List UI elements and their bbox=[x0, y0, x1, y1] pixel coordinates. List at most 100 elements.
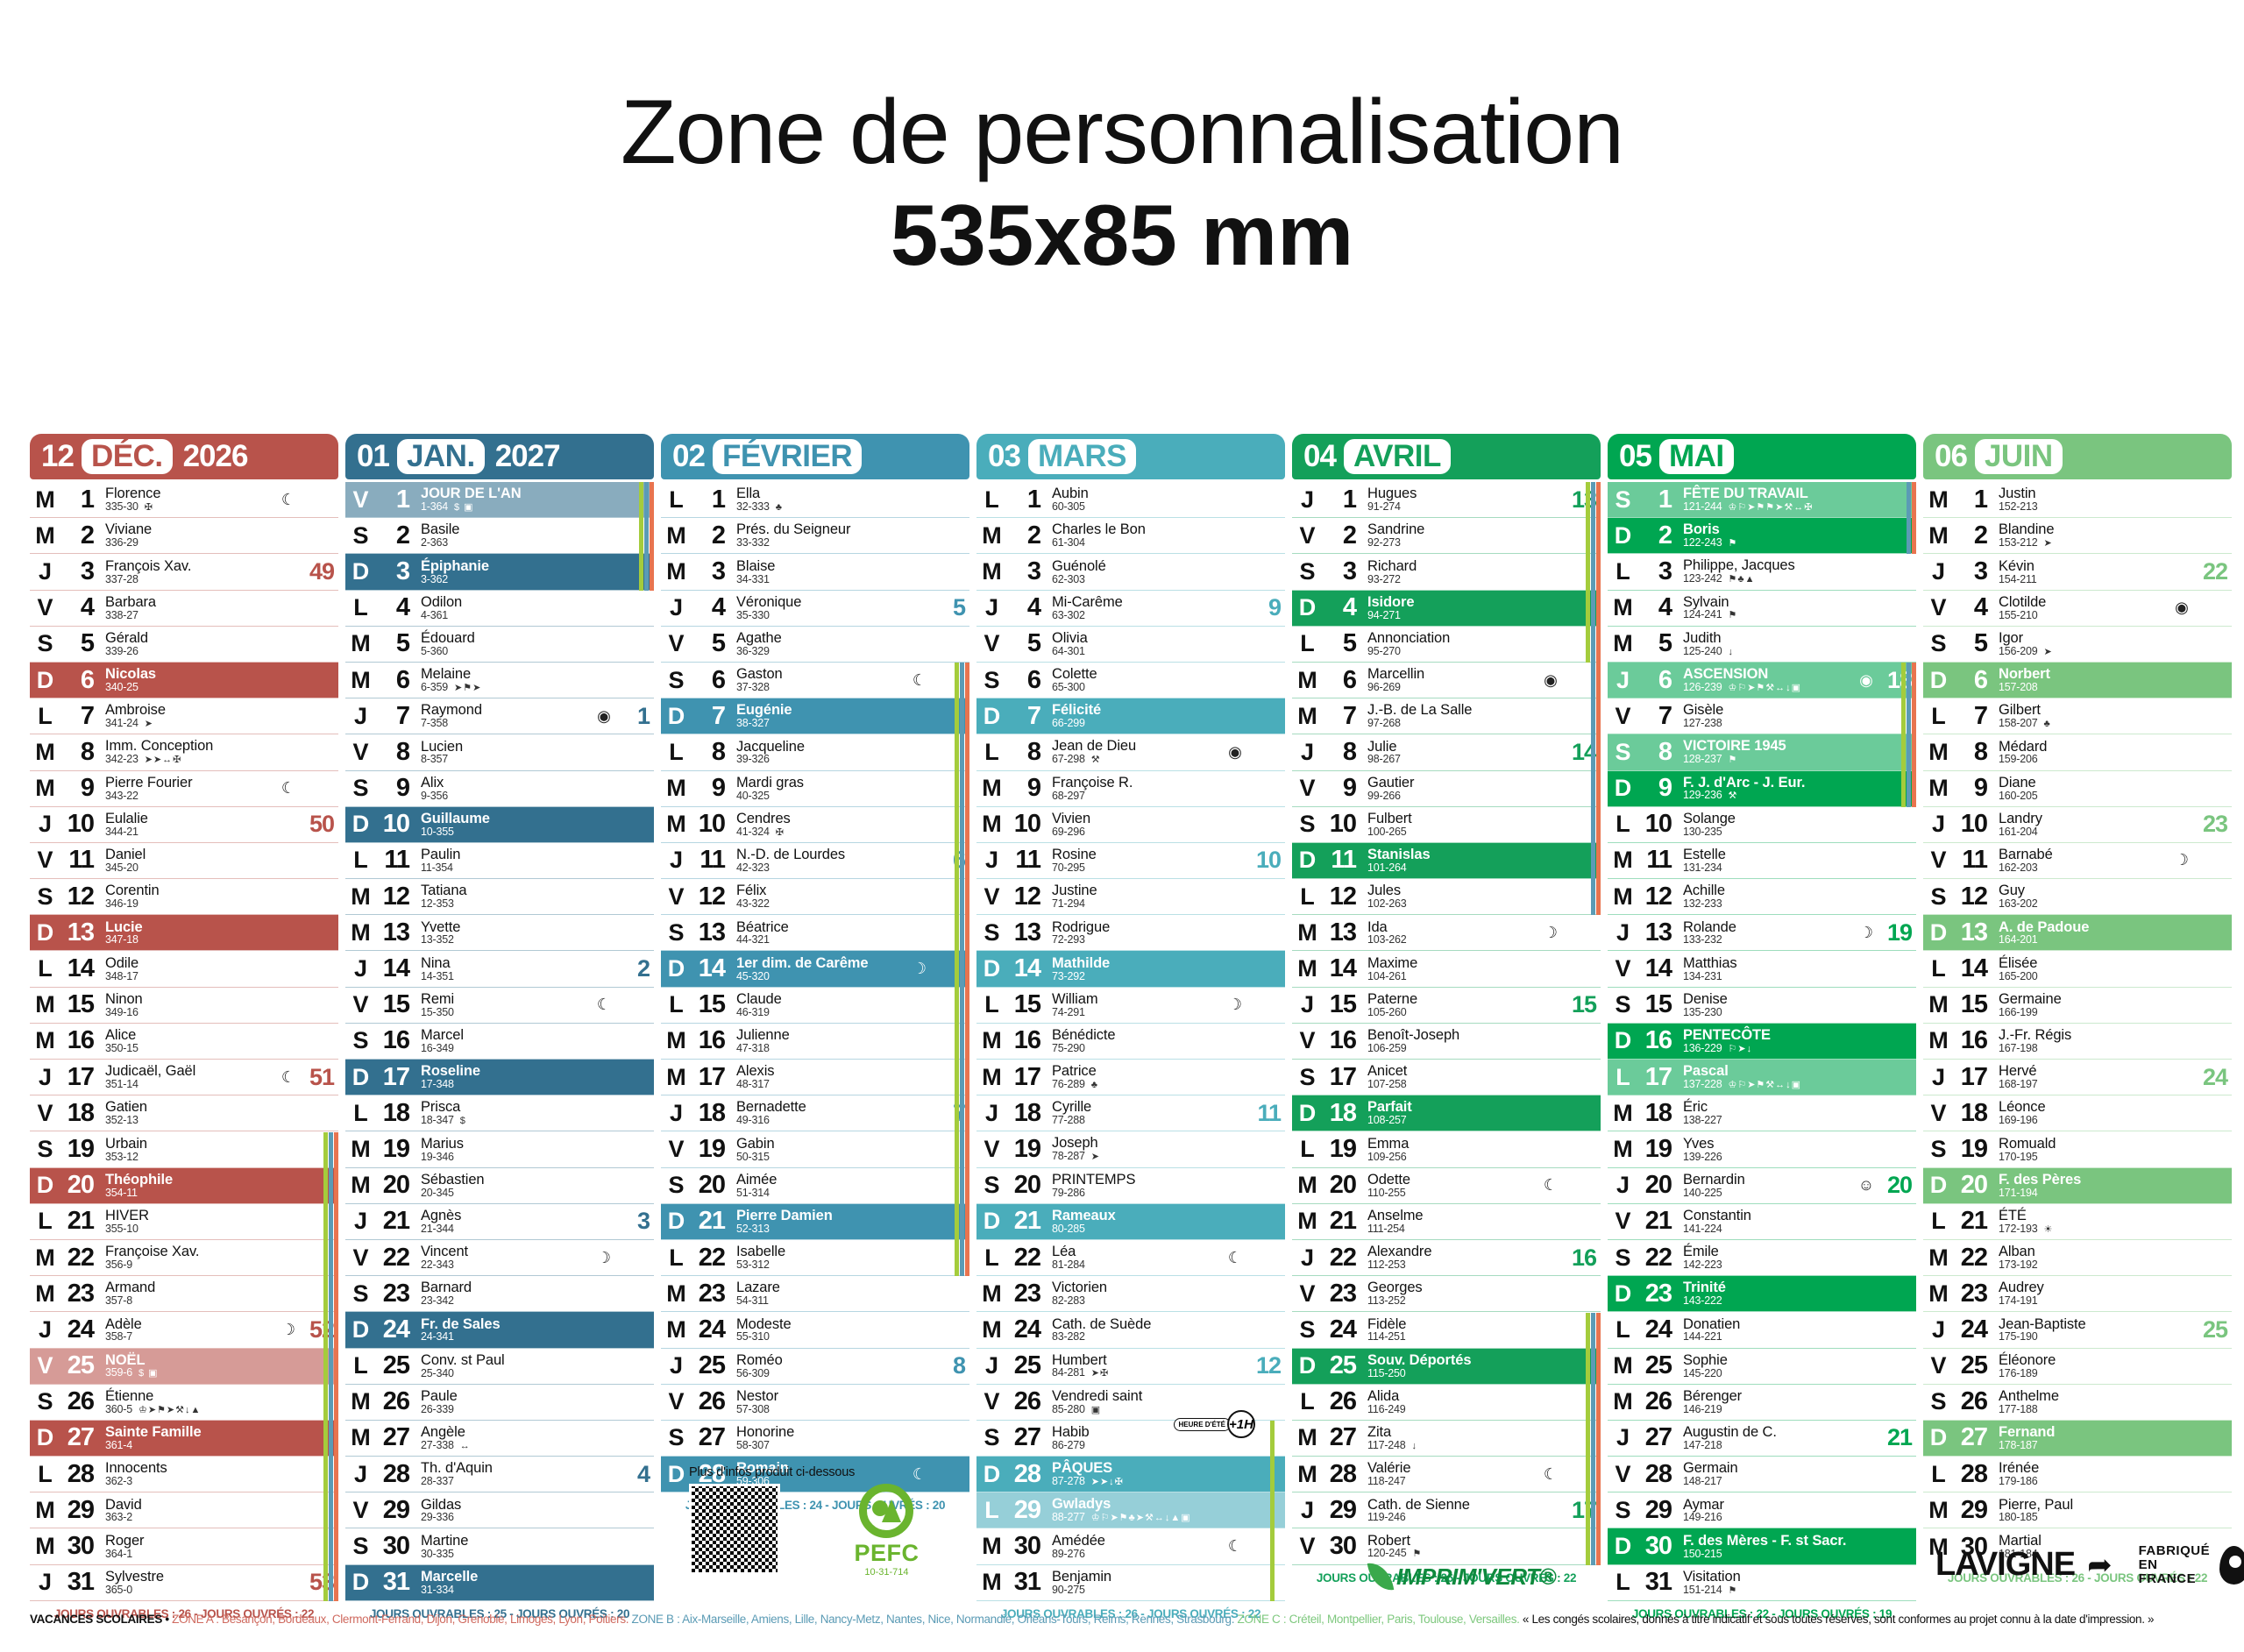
day-row[interactable]: L 28 Irénée 179-186 bbox=[1923, 1457, 2232, 1493]
day-row[interactable]: L 17 Pascal 137-228 ♔⚐➤⚑⚒↔↓▣ bbox=[1608, 1060, 1916, 1096]
day-row[interactable]: M 30 Martial 181-184 bbox=[1923, 1528, 2232, 1564]
day-row[interactable]: M 21 Anselme 111-254 bbox=[1292, 1204, 1601, 1240]
day-row[interactable]: M 11 Estelle 131-234 bbox=[1608, 843, 1916, 880]
day-row[interactable]: D 20 F. des Pères 171-194 bbox=[1923, 1167, 2232, 1204]
day-row[interactable]: L 7 Gilbert 158-207 ♣ bbox=[1923, 698, 2232, 735]
day-row[interactable]: S 13 Béatrice 44-321 bbox=[661, 915, 969, 952]
day-row[interactable]: J 6 ASCENSION 126-239 ♔⚐➤⚑⚒↔↓▣ ◉ 18 bbox=[1608, 662, 1916, 699]
day-row[interactable]: M 22 Françoise Xav. 356-9 bbox=[30, 1240, 338, 1277]
day-row[interactable]: S 19 Urbain 353-12 bbox=[30, 1131, 338, 1168]
day-row[interactable]: L 10 Solange 130-235 bbox=[1608, 807, 1916, 843]
day-row[interactable]: D 21 Rameaux 80-285 bbox=[976, 1203, 1285, 1240]
day-row[interactable]: M 23 Audrey 174-191 bbox=[1923, 1276, 2232, 1313]
day-row[interactable]: M 2 Prés. du Seigneur 33-332 bbox=[661, 518, 969, 555]
day-row[interactable]: M 24 Cath. de Suède 83-282 bbox=[976, 1312, 1285, 1349]
day-row[interactable]: J 11 N.-D. de Lourdes 42-323 6 bbox=[661, 843, 969, 880]
day-row[interactable]: D 31 Marcelle 31-334 bbox=[345, 1564, 654, 1601]
day-row[interactable]: L 21 ÉTÉ 172-193 ☀ bbox=[1923, 1204, 2232, 1240]
day-row[interactable]: V 19 Gabin 50-315 bbox=[661, 1131, 969, 1168]
day-row[interactable]: M 18 Éric 138-227 bbox=[1608, 1095, 1916, 1132]
day-row[interactable]: J 4 Véronique 35-330 5 bbox=[661, 591, 969, 627]
day-row[interactable]: D 14 1er dim. de Carême 45-320 ☽ bbox=[661, 951, 969, 988]
day-row[interactable]: S 5 Gérald 339-26 bbox=[30, 627, 338, 663]
day-row[interactable]: M 2 Viviane 336-29 bbox=[30, 518, 338, 555]
day-row[interactable]: M 29 David 363-2 bbox=[30, 1492, 338, 1529]
day-row[interactable]: M 16 Bénédicte 75-290 bbox=[976, 1024, 1285, 1060]
day-row[interactable]: J 7 Raymond 7-358 ◉ 1 bbox=[345, 698, 654, 735]
day-row[interactable]: V 16 Benoît-Joseph 106-259 bbox=[1292, 1024, 1601, 1060]
day-row[interactable]: V 22 Vincent 22-343 ☽ bbox=[345, 1240, 654, 1277]
day-row[interactable]: V 12 Félix 43-322 bbox=[661, 879, 969, 916]
day-row[interactable]: J 15 Paterne 105-260 15 bbox=[1292, 988, 1601, 1024]
day-row[interactable]: L 4 Odilon 4-361 bbox=[345, 591, 654, 627]
day-row[interactable]: M 7 J.-B. de La Salle 97-268 bbox=[1292, 698, 1601, 735]
day-row[interactable]: D 9 F. J. d'Arc - J. Eur. 129-236 ⚒ bbox=[1608, 770, 1916, 807]
day-row[interactable]: D 18 Parfait 108-257 bbox=[1292, 1095, 1601, 1132]
day-row[interactable]: D 30 F. des Mères - F. st Sacr. 150-215 bbox=[1608, 1528, 1916, 1565]
day-row[interactable]: M 16 J.-Fr. Régis 167-198 bbox=[1923, 1024, 2232, 1060]
day-row[interactable]: S 13 Rodrigue 72-293 bbox=[976, 915, 1285, 952]
day-row[interactable]: V 2 Sandrine 92-273 bbox=[1292, 518, 1601, 555]
day-row[interactable]: S 23 Barnard 23-342 bbox=[345, 1276, 654, 1313]
day-row[interactable]: M 16 Alice 350-15 bbox=[30, 1024, 338, 1060]
day-row[interactable]: J 17 Judicaël, Gaël 351-14 ☾ 51 bbox=[30, 1060, 338, 1096]
day-row[interactable]: J 8 Julie 98-267 14 bbox=[1292, 734, 1601, 771]
day-row[interactable]: D 2 Boris 122-243 ⚑ bbox=[1608, 518, 1916, 555]
day-row[interactable]: J 3 François Xav. 337-28 49 bbox=[30, 554, 338, 591]
day-row[interactable]: J 27 Augustin de C. 147-218 21 bbox=[1608, 1421, 1916, 1457]
day-row[interactable]: V 4 Barbara 338-27 bbox=[30, 591, 338, 627]
day-row[interactable]: S 6 Gaston 37-328 ☾ bbox=[661, 663, 969, 699]
day-row[interactable]: D 3 Épiphanie 3-362 bbox=[345, 554, 654, 591]
day-row[interactable]: D 6 Nicolas 340-25 bbox=[30, 662, 338, 699]
day-row[interactable]: J 28 Th. d'Aquin 28-337 4 bbox=[345, 1457, 654, 1493]
day-row[interactable]: V 21 Constantin 141-224 bbox=[1608, 1204, 1916, 1240]
day-row[interactable]: M 13 Yvette 13-352 bbox=[345, 915, 654, 952]
day-row[interactable]: M 23 Victorien 82-283 bbox=[976, 1276, 1285, 1313]
day-row[interactable]: M 9 Diane 160-205 bbox=[1923, 771, 2232, 807]
day-row[interactable]: M 28 Valérie 118-247 ☾ bbox=[1292, 1457, 1601, 1493]
day-row[interactable]: J 18 Bernadette 49-316 7 bbox=[661, 1095, 969, 1132]
day-row[interactable]: M 27 Zita 117-248 ↓ bbox=[1292, 1421, 1601, 1457]
day-row[interactable]: L 22 Isabelle 53-312 bbox=[661, 1240, 969, 1277]
day-row[interactable]: M 14 Maxime 104-261 bbox=[1292, 951, 1601, 988]
day-row[interactable]: M 10 Cendres 41-324 ✠ bbox=[661, 807, 969, 843]
day-row[interactable]: M 17 Patrice 76-289 ♣ bbox=[976, 1060, 1285, 1096]
day-row[interactable]: S 12 Corentin 346-19 bbox=[30, 879, 338, 916]
day-row[interactable]: M 15 Germaine 166-199 bbox=[1923, 988, 2232, 1024]
day-row[interactable]: L 25 Conv. st Paul 25-340 bbox=[345, 1349, 654, 1385]
day-row[interactable]: J 25 Roméo 56-309 8 bbox=[661, 1349, 969, 1385]
day-row[interactable]: M 5 Judith 125-240 ↓ bbox=[1608, 627, 1916, 663]
day-row[interactable]: M 17 Alexis 48-317 bbox=[661, 1060, 969, 1096]
day-row[interactable]: M 9 Mardi gras 40-325 bbox=[661, 771, 969, 807]
day-row[interactable]: V 7 Gisèle 127-238 bbox=[1608, 698, 1916, 735]
day-row[interactable]: V 9 Gautier 99-266 bbox=[1292, 771, 1601, 807]
day-row[interactable]: M 12 Tatiana 12-353 bbox=[345, 879, 654, 916]
day-row[interactable]: M 10 Vivien 69-296 bbox=[976, 807, 1285, 843]
day-row[interactable]: V 18 Léonce 169-196 bbox=[1923, 1095, 2232, 1132]
day-row[interactable]: M 15 Ninon 349-16 bbox=[30, 988, 338, 1024]
day-row[interactable]: M 29 Pierre, Paul 180-185 bbox=[1923, 1492, 2232, 1529]
day-row[interactable]: S 26 Anthelme 177-188 bbox=[1923, 1385, 2232, 1421]
day-row[interactable]: L 8 Jacqueline 39-326 bbox=[661, 734, 969, 771]
day-row[interactable]: S 8 VICTOIRE 1945 128-237 ⚑ bbox=[1608, 734, 1916, 771]
day-row[interactable]: S 5 Igor 156-209 ➤ bbox=[1923, 627, 2232, 663]
day-row[interactable]: L 1 Ella 32-333 ♣ bbox=[661, 482, 969, 519]
qr-code[interactable] bbox=[689, 1484, 780, 1575]
day-row[interactable]: V 11 Barnabé 162-203 ☽ bbox=[1923, 843, 2232, 880]
day-row[interactable]: D 4 Isidore 94-271 bbox=[1292, 590, 1601, 627]
day-row[interactable]: M 27 Angèle 27-338 ↔ bbox=[345, 1421, 654, 1457]
day-row[interactable]: L 24 Donatien 144-221 bbox=[1608, 1312, 1916, 1349]
day-row[interactable]: J 13 Rolande 133-232 ☽ 19 bbox=[1608, 915, 1916, 952]
day-row[interactable]: M 3 Blaise 34-331 bbox=[661, 554, 969, 591]
day-row[interactable]: V 30 Robert 120-245 ⚑ bbox=[1292, 1528, 1601, 1565]
day-row[interactable]: S 12 Guy 163-202 bbox=[1923, 879, 2232, 916]
day-row[interactable]: M 2 Blandine 153-212 ➤ bbox=[1923, 518, 2232, 555]
day-row[interactable]: D 7 Eugénie 38-327 bbox=[661, 698, 969, 735]
day-row[interactable]: V 12 Justine 71-294 bbox=[976, 879, 1285, 916]
day-row[interactable]: J 24 Jean-Baptiste 175-190 25 bbox=[1923, 1312, 2232, 1349]
day-row[interactable]: J 22 Alexandre 112-253 16 bbox=[1292, 1240, 1601, 1277]
day-row[interactable]: L 15 William 74-291 ☽ bbox=[976, 988, 1285, 1024]
day-row[interactable]: D 25 Souv. Déportés 115-250 bbox=[1292, 1348, 1601, 1385]
day-row[interactable]: V 14 Matthias 134-231 bbox=[1608, 951, 1916, 988]
day-row[interactable]: V 26 Vendredi saint 85-280 ▣ bbox=[976, 1385, 1285, 1421]
